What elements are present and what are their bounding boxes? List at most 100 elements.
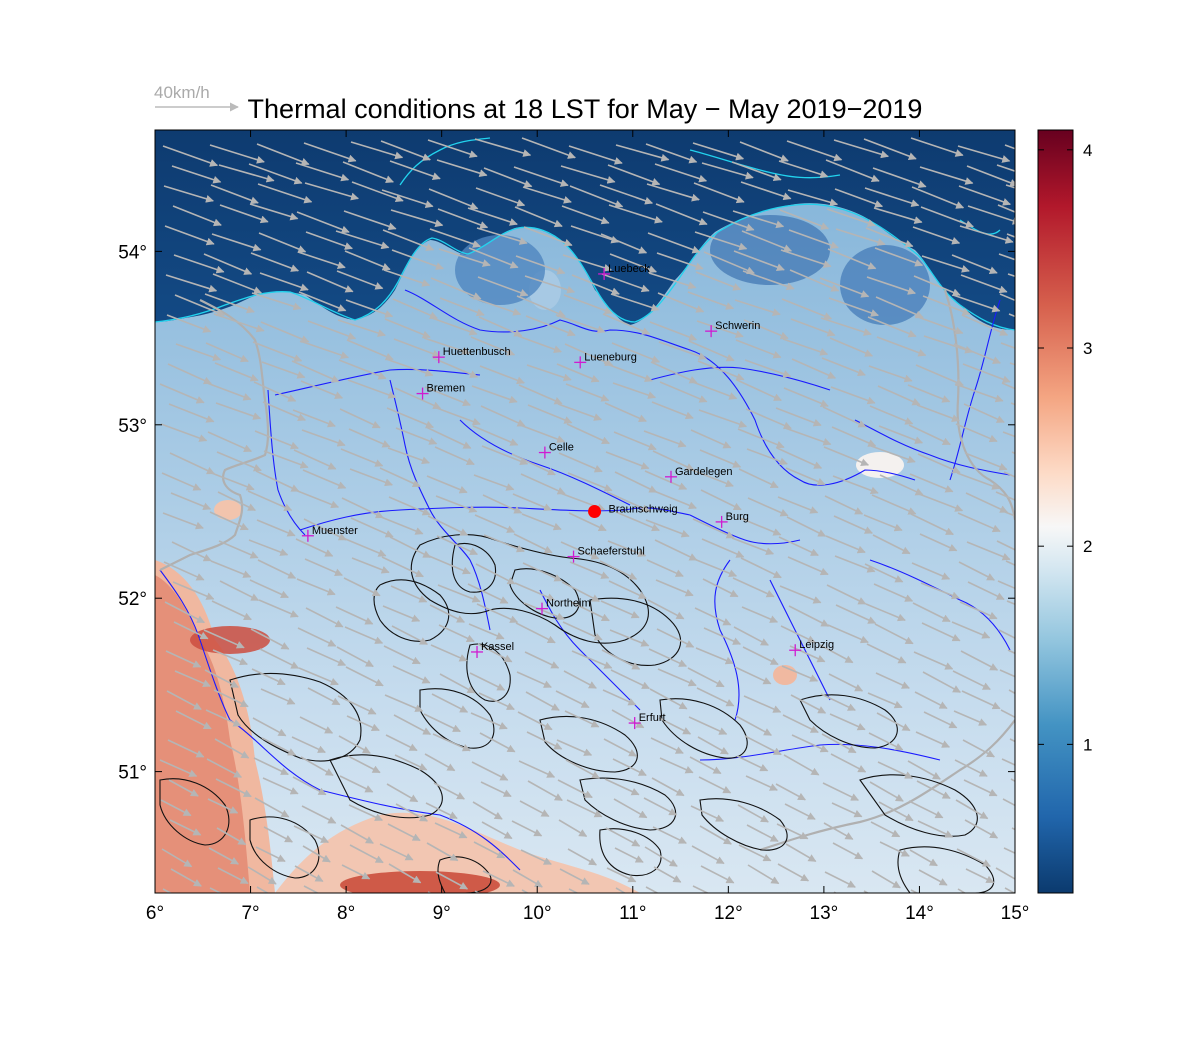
wind-arrow — [296, 211, 350, 234]
wind-arrow — [834, 555, 876, 573]
wind-arrow — [380, 516, 424, 535]
wind-arrow — [171, 165, 222, 184]
wind-arrow — [295, 538, 334, 557]
wind-arrow — [563, 294, 613, 315]
x-tick-label: 12° — [714, 903, 743, 924]
wind-arrow — [565, 383, 610, 402]
wind-arrow — [519, 424, 566, 443]
wind-arrow — [525, 691, 560, 711]
wind-arrow — [303, 518, 347, 541]
wind-arrow — [737, 428, 785, 449]
wind-arrow — [999, 293, 1015, 302]
wind-arrow — [782, 714, 819, 734]
wind-arrow — [657, 668, 697, 687]
river-oder — [949, 299, 1001, 481]
x-tick-label: 6° — [146, 903, 164, 924]
city-label: Celle — [549, 442, 574, 454]
wind-arrow — [995, 491, 1015, 501]
wind-arrow — [746, 824, 779, 843]
wind-arrow — [345, 299, 394, 318]
wind-arrow — [700, 865, 735, 884]
wind-arrow — [568, 145, 623, 165]
wind-arrow — [247, 866, 277, 885]
wind-arrow — [483, 167, 533, 188]
wind-arrow — [435, 871, 469, 890]
wind-arrow — [306, 271, 354, 293]
wind-arrow — [516, 295, 566, 318]
wind-arrow — [214, 362, 259, 382]
wind-arrow — [175, 343, 222, 361]
wind-arrow — [211, 600, 252, 621]
wind-arrow — [646, 183, 700, 202]
wind-arrow — [300, 380, 344, 399]
wind-arrow — [964, 819, 999, 839]
wind-arrow — [391, 625, 429, 645]
wind-arrow — [467, 583, 509, 604]
city-marker: Schaeferstuhl — [567, 546, 645, 563]
wind-arrow — [921, 255, 970, 273]
wind-arrow — [514, 206, 563, 228]
wind-arrow — [1005, 560, 1015, 567]
warm-spot-rhine — [214, 500, 242, 520]
wind-arrow — [436, 535, 479, 556]
wind-arrow — [433, 406, 481, 426]
wind-arrow — [960, 274, 1008, 294]
wind-arrow — [831, 426, 877, 447]
wind-arrow — [163, 561, 205, 581]
wind-arrow — [257, 183, 313, 204]
wind-arrow — [786, 140, 843, 162]
wind-arrow — [644, 846, 678, 867]
wind-arrow — [869, 405, 914, 425]
city-marker: Erfurt — [628, 712, 666, 730]
wind-arrow — [742, 270, 795, 291]
wind-arrow — [350, 517, 394, 538]
wind-arrow — [913, 651, 954, 670]
wind-arrow — [303, 142, 357, 163]
wind-arrow — [821, 733, 857, 754]
wind-arrow — [819, 644, 854, 664]
wind-arrow — [865, 603, 906, 622]
wind-arrow — [387, 447, 430, 465]
wind-arrow — [875, 672, 910, 689]
wind-arrow — [522, 562, 563, 582]
wind-arrow — [383, 645, 421, 665]
wind-arrow — [653, 490, 697, 510]
city-label: Schaeferstuhl — [578, 546, 645, 558]
wind-arrow — [647, 599, 685, 620]
wind-arrow — [647, 232, 701, 254]
wind-arrow — [306, 647, 347, 666]
wind-arrow — [652, 450, 695, 471]
wind-arrow — [390, 585, 428, 603]
wind-arrow — [342, 537, 387, 557]
wind-arrow — [609, 629, 650, 647]
wind-arrow — [478, 316, 523, 337]
wind-arrow — [923, 335, 974, 354]
wind-arrow — [162, 145, 219, 167]
wind-arrow — [523, 226, 573, 247]
wind-arrow — [687, 667, 725, 688]
wind-arrow — [912, 226, 961, 245]
wind-arrow — [917, 453, 961, 474]
wind-arrow — [644, 470, 688, 490]
wind-arrow — [205, 342, 249, 363]
river-aller — [459, 419, 631, 506]
chart-title: Thermal conditions at 18 LST for May − M… — [248, 94, 923, 124]
x-tick-label: 13° — [810, 903, 839, 924]
city-markers: Luebeck Schwerin Huettenbusch Lueneburg Brem… — [301, 263, 834, 730]
wind-arrow — [864, 563, 904, 583]
wind-arrow — [346, 339, 394, 361]
wind-arrow — [648, 648, 688, 667]
city-label: Leipzig — [799, 639, 834, 651]
wind-arrow — [175, 710, 212, 730]
city-marker: Celle — [538, 442, 574, 459]
wind-arrow — [205, 709, 242, 727]
wind-arrow — [957, 145, 1011, 163]
wind-arrow — [965, 492, 1009, 513]
wind-arrow — [656, 628, 695, 648]
wind-arrow — [783, 754, 820, 776]
wind-arrow — [477, 276, 529, 297]
wind-arrow — [291, 360, 340, 383]
wind-arrow — [555, 690, 590, 709]
wind-arrow — [521, 513, 562, 531]
wind-arrow — [470, 712, 508, 730]
